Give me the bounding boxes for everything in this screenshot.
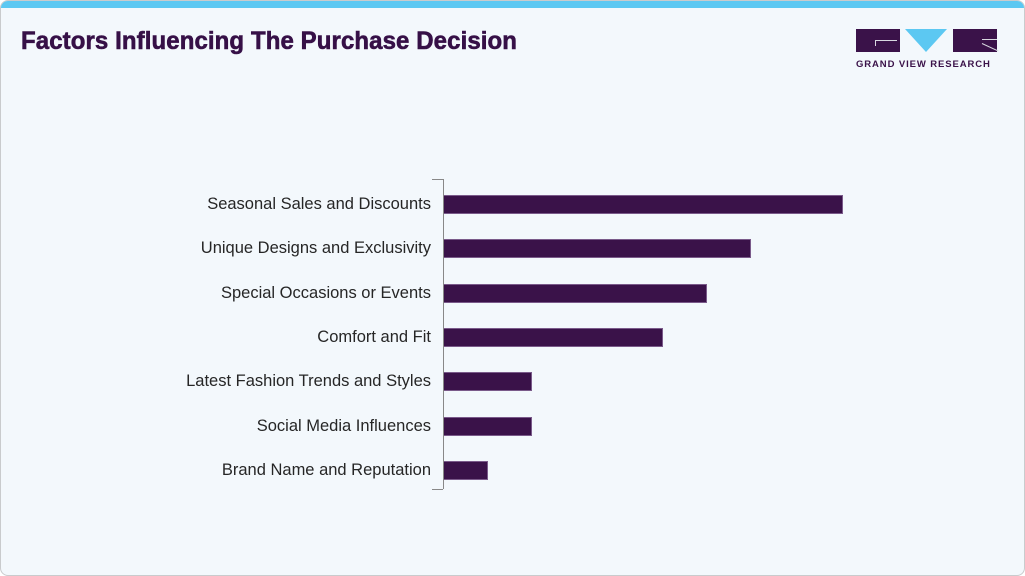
category-label: Unique Designs and Exclusivity [200, 239, 431, 257]
bar[interactable] [444, 239, 751, 258]
bar-row: Seasonal Sales and Discounts [1, 194, 1024, 214]
bar[interactable] [444, 195, 843, 214]
logo-wordmark: GRAND VIEW RESEARCH [856, 59, 991, 70]
category-label: Brand Name and Reputation [221, 461, 431, 479]
bar[interactable] [444, 417, 532, 436]
category-label: Special Occasions or Events [220, 284, 431, 302]
bar-row: Social Media Influences [1, 416, 1024, 436]
logo-r-line [982, 39, 997, 40]
bar-row: Special Occasions or Events [1, 283, 1024, 303]
y-axis-tick-top [432, 179, 443, 180]
category-label: Seasonal Sales and Discounts [207, 195, 431, 213]
bar[interactable] [444, 461, 488, 480]
bar[interactable] [444, 372, 532, 391]
logo-g-line-vertical [875, 40, 876, 46]
gvr-logo[interactable]: GRAND VIEW RESEARCH [856, 29, 999, 73]
bar[interactable] [444, 284, 707, 303]
logo-g-line [875, 40, 897, 41]
bar-row: Brand Name and Reputation [1, 460, 1024, 480]
accent-top-bar [1, 1, 1024, 8]
y-axis-tick-bottom [432, 489, 443, 490]
chart-title: Factors Influencing The Purchase Decisio… [21, 27, 518, 56]
logo-v-triangle-icon [905, 29, 947, 52]
bar-row: Unique Designs and Exclusivity [1, 238, 1024, 258]
category-label: Comfort and Fit [317, 328, 431, 346]
bar-row: Latest Fashion Trends and Styles [1, 371, 1024, 391]
bar-row: Comfort and Fit [1, 327, 1024, 347]
logo-r-block-icon [953, 29, 997, 52]
y-axis-line [443, 179, 444, 489]
category-label: Latest Fashion Trends and Styles [186, 372, 431, 390]
category-label: Social Media Influences [256, 417, 431, 435]
bar[interactable] [444, 328, 663, 347]
